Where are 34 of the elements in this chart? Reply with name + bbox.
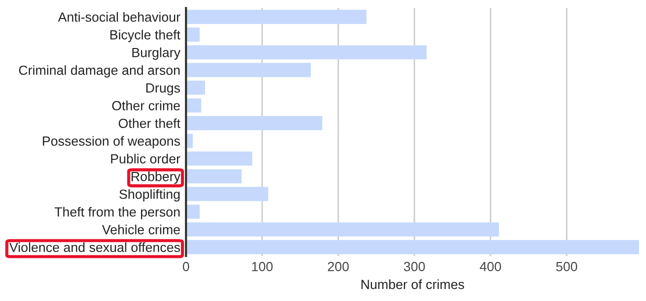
- y-tick-label: Vehicle crime: [102, 224, 180, 234]
- bar: [186, 80, 206, 95]
- x-tick-label: 500: [556, 262, 578, 272]
- y-tick-label: Burglary: [132, 48, 180, 60]
- bar: [186, 62, 311, 78]
- y-tick-label: Criminal damage and arson: [19, 65, 180, 78]
- bar: [186, 204, 200, 219]
- y-tick-label: Public order: [111, 154, 180, 164]
- bar: [186, 116, 322, 130]
- bar: [186, 240, 639, 254]
- bar: [186, 10, 366, 24]
- y-tick-label: Violence and sexual offences: [9, 242, 180, 252]
- bar: [186, 151, 252, 166]
- bar: [186, 222, 499, 237]
- bar: [186, 98, 202, 113]
- y-tick-label: Robbery: [132, 172, 180, 184]
- y-tick-label: Drugs: [146, 83, 180, 96]
- y-tick-label: Shoplifting: [119, 189, 180, 202]
- y-tick-label: Anti-social behaviour: [58, 12, 180, 22]
- bar: [186, 45, 427, 60]
- x-tick-label: 400: [480, 262, 502, 272]
- bar: [186, 169, 242, 184]
- x-tick-label: 0: [182, 262, 190, 272]
- y-tick-label: Other crime: [112, 100, 180, 110]
- x-axis-title: Number of crimes: [362, 279, 464, 290]
- x-tick-label: 200: [328, 262, 349, 272]
- y-tick-label: Possession of weapons: [42, 136, 180, 148]
- x-tick-label: 100: [252, 262, 273, 272]
- x-tick-label: 300: [404, 262, 425, 272]
- y-tick-label: Bicycle theft: [110, 30, 180, 42]
- y-tick-label: Theft from the person: [54, 206, 180, 220]
- bar: [186, 27, 200, 42]
- bar: [186, 186, 268, 202]
- y-tick-label: Other theft: [118, 118, 180, 128]
